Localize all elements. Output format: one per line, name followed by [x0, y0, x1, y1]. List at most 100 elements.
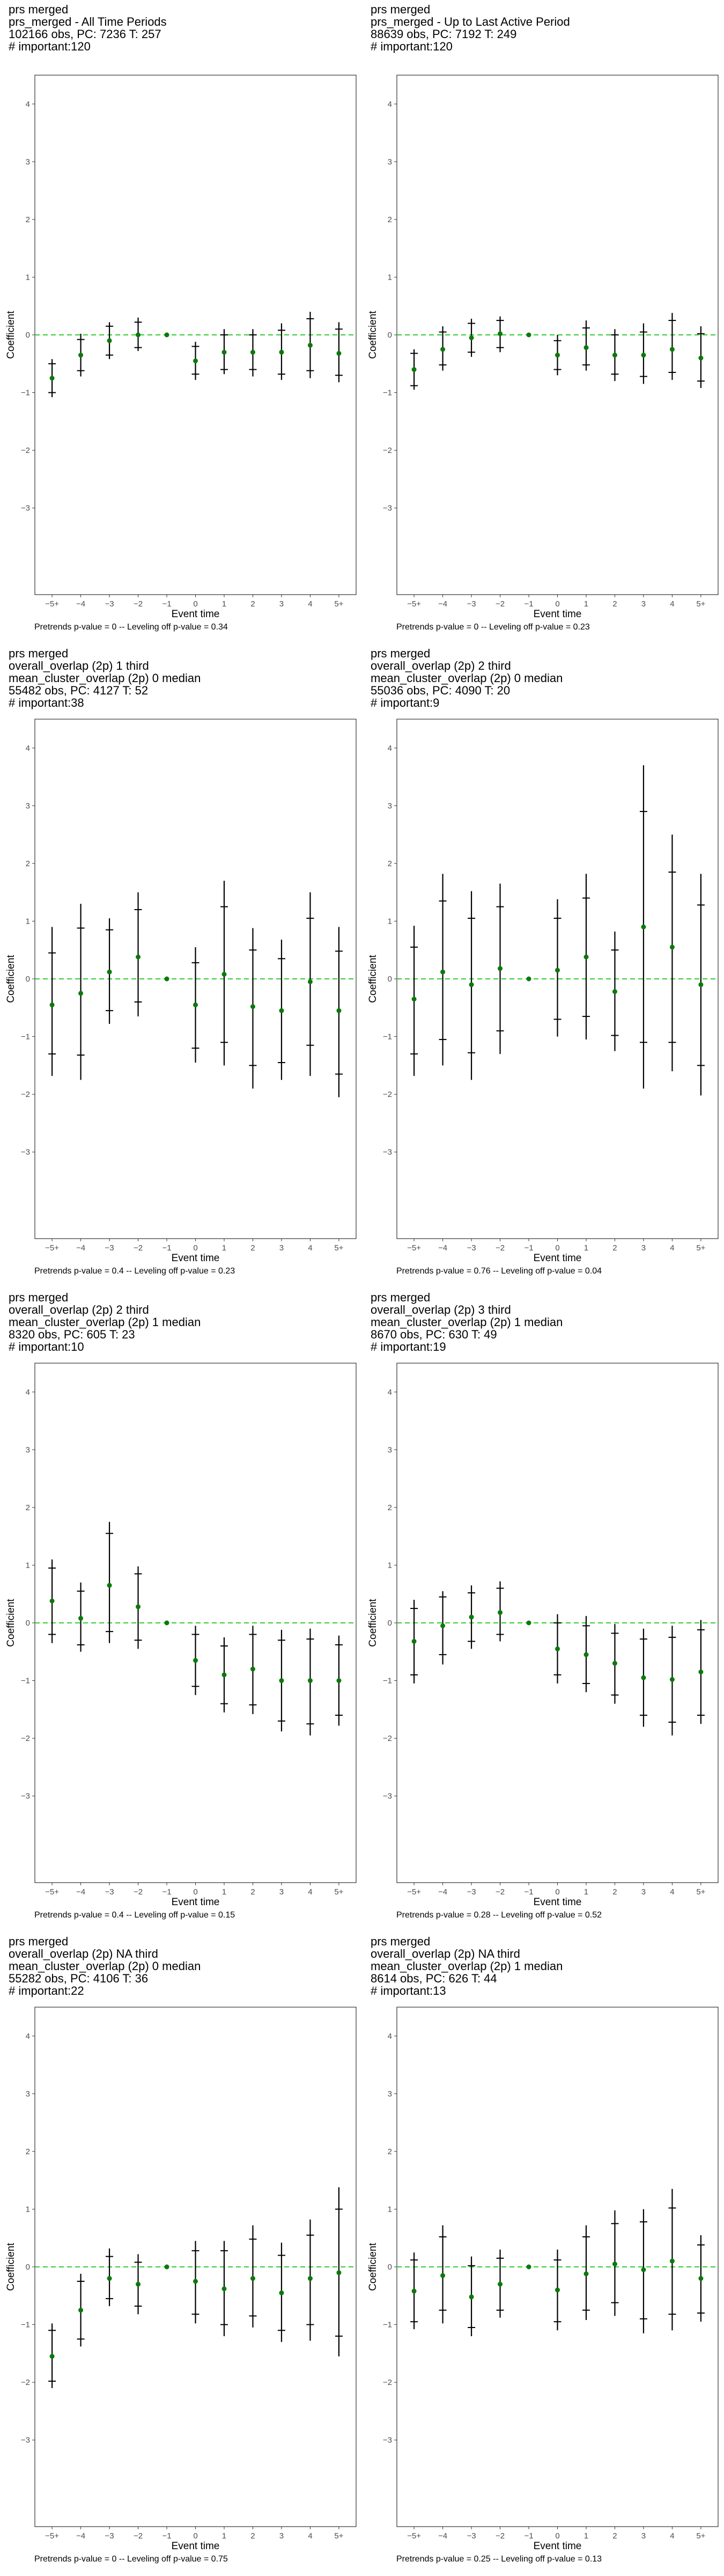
coefficient-point — [669, 945, 675, 950]
estimate-point-group — [48, 2323, 56, 2388]
panel-title-block: prs merged prs_merged - Up to Last Active… — [371, 3, 570, 53]
x-tick-label: −1 — [162, 1243, 171, 1253]
estimate-point-group — [277, 1629, 285, 1732]
coefficient-point — [307, 979, 313, 984]
panel-title-line: mean_cluster_overlap (2p) 1 median — [371, 1959, 563, 1973]
y-tick-label: 2 — [26, 215, 30, 224]
x-tick-label: 3 — [641, 1887, 646, 1897]
coefficient-point — [583, 2271, 589, 2277]
estimate-point-group — [439, 326, 447, 371]
estimate-point-group — [582, 1616, 590, 1693]
y-tick-label: 2 — [388, 1503, 392, 1512]
panel-title-line: 8670 obs, PC: 630 T: 49 — [371, 1328, 497, 1341]
panel-title-line: prs merged — [371, 3, 431, 16]
plot-svg: −3 −2 −1 0 1 2 3 4 −5+ −4 −3 −2 −1 0 1 2 3 4 5+ Event time C… — [367, 1363, 719, 1908]
coefficient-point — [164, 1620, 169, 1626]
panel-title-line: prs merged — [9, 3, 69, 16]
plot-svg: −3 −2 −1 0 1 2 3 4 −5+ −4 −3 −2 −1 0 1 2 3 4 5+ Event time C… — [367, 719, 719, 1264]
y-tick-label: 1 — [388, 917, 392, 926]
coefficient-point — [250, 1004, 255, 1009]
x-tick-label: 0 — [555, 599, 559, 609]
estimate-point-group — [526, 2264, 531, 2270]
x-tick-label: 2 — [612, 1243, 617, 1253]
coefficient-point — [555, 968, 560, 973]
coefficient-point — [669, 347, 675, 352]
x-tick-label: −3 — [105, 2531, 114, 2541]
estimate-point-group — [639, 2209, 647, 2333]
y-tick-label: 2 — [388, 859, 392, 868]
estimate-point-group — [582, 874, 590, 1040]
estimate-point-group — [335, 927, 343, 1097]
estimate-point-group — [220, 2241, 228, 2337]
x-tick-label: −1 — [162, 2531, 171, 2541]
estimate-point-group — [277, 2242, 285, 2342]
coefficient-point — [279, 1678, 284, 1684]
coefficient-point — [164, 976, 169, 982]
y-tick-label: 2 — [388, 215, 392, 224]
panel-title-line: overall_overlap (2p) NA third — [371, 1947, 520, 1960]
estimate-point-group — [191, 2241, 200, 2324]
panel-title-line: # important:19 — [371, 1340, 446, 1353]
estimate-point-group — [468, 318, 476, 357]
coefficient-point — [164, 332, 169, 338]
x-tick-label: −3 — [467, 1243, 476, 1253]
x-axis-label: Event time — [534, 2541, 582, 2552]
coefficient-point — [555, 1646, 560, 1651]
x-tick-label: 1 — [222, 2531, 226, 2541]
estimate-point-group — [697, 326, 705, 388]
x-tick-label: −4 — [438, 1243, 447, 1253]
x-tick-label: −5+ — [407, 1887, 421, 1897]
estimate-point-group — [134, 2254, 142, 2315]
y-tick-label: 0 — [388, 2263, 392, 2272]
x-axis-label: Event time — [534, 1253, 582, 1264]
x-tick-label: 1 — [584, 1887, 588, 1897]
x-tick-label: 0 — [555, 1243, 559, 1253]
panel-title-line: mean_cluster_overlap (2p) 1 median — [9, 1315, 201, 1329]
panel-title-line: overall_overlap (2p) 1 third — [9, 659, 149, 672]
coefficient-point — [526, 976, 531, 982]
coefficient-point — [279, 2290, 284, 2295]
y-tick-label: −3 — [21, 504, 30, 513]
coefficient-point — [193, 358, 198, 363]
coefficient-point — [698, 1669, 704, 1674]
coefficient-point — [221, 1672, 227, 1678]
y-axis-label: Coefficient — [367, 1599, 379, 1647]
y-axis-label: Coefficient — [367, 2243, 379, 2291]
coefficient-point — [107, 2276, 112, 2281]
estimate-point-group — [410, 1599, 418, 1684]
y-tick-label: −3 — [21, 1792, 30, 1801]
x-tick-label: 2 — [250, 599, 255, 609]
estimate-point-group — [106, 1521, 114, 1643]
x-tick-label: −1 — [162, 599, 171, 609]
x-tick-label: 2 — [612, 599, 617, 609]
coefficient-point — [336, 2270, 342, 2275]
estimate-point-group — [48, 927, 56, 1076]
y-tick-label: 1 — [26, 917, 30, 926]
x-tick-label: 5+ — [334, 2531, 343, 2541]
event-study-panel: prs merged prs_merged - All Time Periods 1… — [0, 0, 362, 644]
estimate-point-group — [439, 2225, 447, 2324]
coefficient-point — [612, 1660, 617, 1666]
plot-svg: −3 −2 −1 0 1 2 3 4 −5+ −4 −3 −2 −1 0 1 2 3 4 5+ Event time C… — [367, 2007, 719, 2552]
x-tick-label: −1 — [524, 1887, 533, 1897]
panel-title-line: prs merged — [9, 1935, 69, 1948]
coefficient-point — [336, 1008, 342, 1013]
x-tick-label: 2 — [612, 2531, 617, 2541]
coefficient-point — [107, 338, 112, 343]
y-tick-label: 2 — [388, 2147, 392, 2156]
x-tick-label: 1 — [584, 599, 588, 609]
y-tick-label: 1 — [388, 2205, 392, 2214]
estimate-point-group — [697, 2235, 705, 2322]
coefficient-point — [583, 345, 589, 350]
estimate-point-group — [526, 332, 531, 338]
x-tick-label: 0 — [555, 2531, 559, 2541]
plot-svg: −3 −2 −1 0 1 2 3 4 −5+ −4 −3 −2 −1 0 1 2 3 4 5+ Event time C… — [5, 719, 357, 1264]
estimate-point-group — [77, 2273, 85, 2347]
estimate-point-group — [306, 892, 314, 1076]
estimate-point-group — [526, 1620, 531, 1626]
x-axis-label: Event time — [172, 609, 220, 620]
x-tick-label: −5+ — [407, 1243, 421, 1253]
panel-title-line: # important:13 — [371, 1984, 446, 1997]
coefficient-point — [78, 991, 84, 996]
plot-svg: −3 −2 −1 0 1 2 3 4 −5+ −4 −3 −2 −1 0 1 2 3 4 5+ Event time C… — [5, 2007, 357, 2552]
